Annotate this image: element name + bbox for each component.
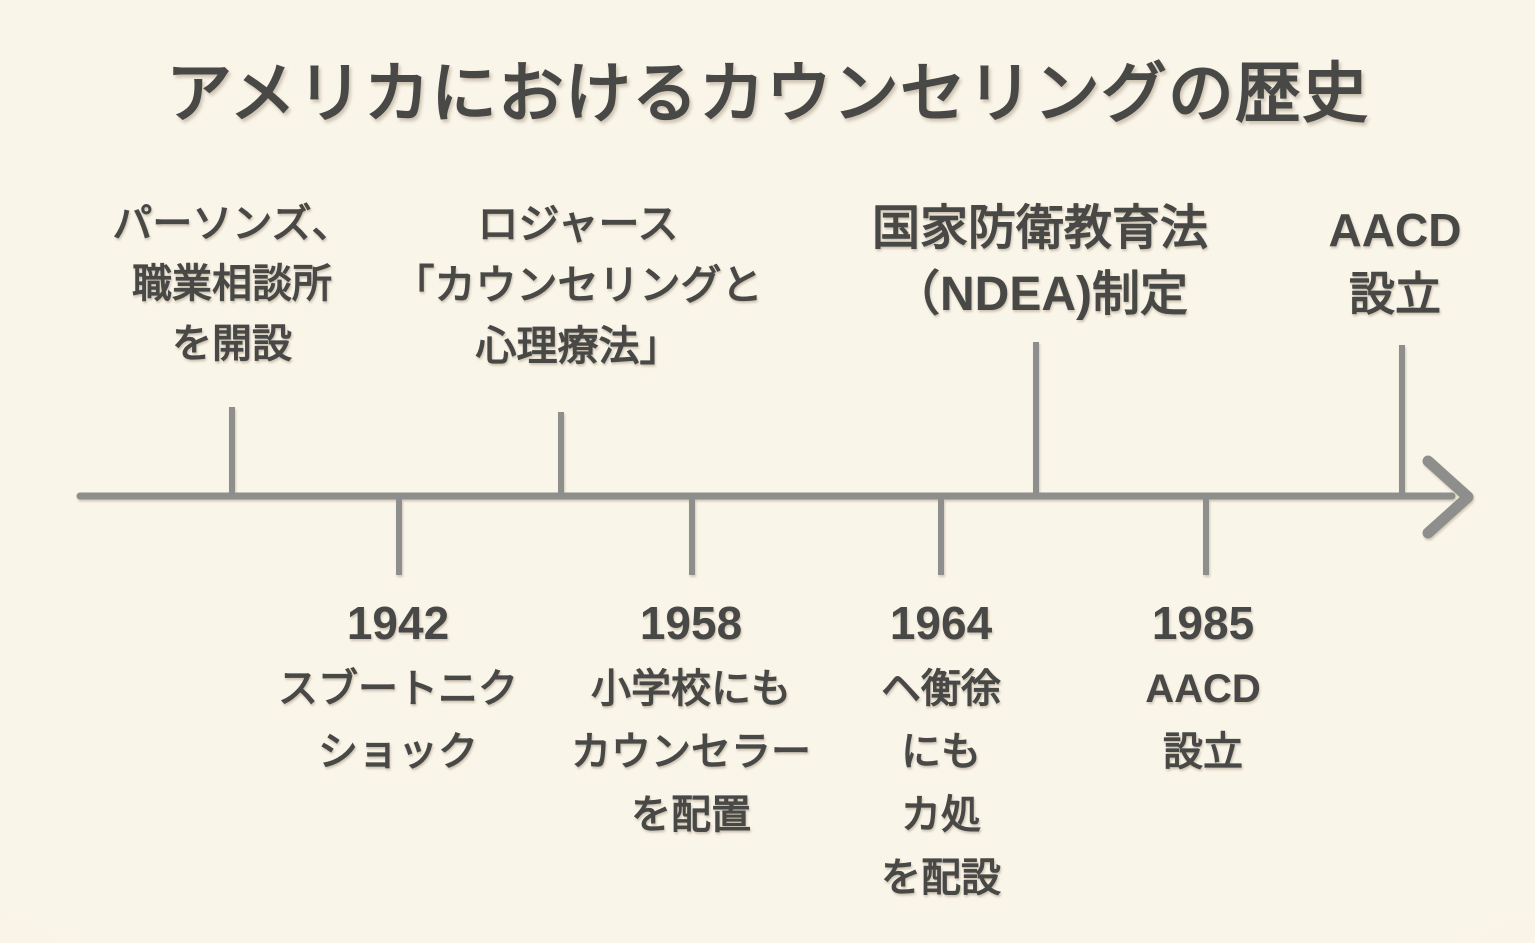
bottom-event-garbled-schools-event: 1964 ヘ衡徐にもカ処を配設	[741, 588, 1141, 910]
event-line: にも	[901, 730, 981, 774]
event-line: 設立	[1163, 730, 1243, 774]
bottom-event-aacd-established-bottom: 1985 AACD 設立	[1003, 588, 1403, 784]
top-event-rogers-counseling-book: ロジャース「カウンセリングと 心理療法」	[328, 194, 828, 377]
bottom-event-sputnik-shock: 1942 スブートニク ショック	[198, 588, 598, 784]
arrowhead-icon	[1422, 455, 1474, 539]
event-line: 職業相談所	[132, 262, 332, 306]
event-line: を配置	[631, 793, 751, 837]
year-label: 1985	[1151, 597, 1255, 649]
event-line: ヘ衡徐	[881, 667, 1001, 711]
event-line: カウンセラー	[571, 730, 811, 774]
event-line: を開設	[172, 322, 292, 366]
event-line: AACD	[1145, 667, 1261, 711]
top-event-parsons-vocational-bureau: パーソンズ、 職業相談所を開設	[0, 194, 482, 374]
event-line: 国家防衛教育法	[871, 202, 1208, 255]
top-event-ndea-enacted: 国家防衛教育法 （NDEA)制定	[790, 196, 1290, 328]
event-line: 心理療法」	[475, 323, 681, 369]
event-line: カ処	[901, 793, 981, 837]
event-line: AACD	[1328, 204, 1462, 256]
event-line: を配設	[881, 856, 1001, 900]
event-line: ショック	[318, 730, 478, 774]
year-label: 1942	[346, 597, 450, 649]
event-line: 小学校にも	[591, 667, 791, 711]
top-event-aacd-established-top: AACD 設立	[1145, 198, 1535, 326]
event-line: スブートニク	[278, 667, 518, 711]
event-line: 「カウンセリングと	[393, 262, 763, 308]
year-label: 1958	[639, 597, 743, 649]
event-line: （NDEA)制定	[892, 268, 1188, 321]
event-line: パーソンズ、	[112, 202, 352, 246]
event-line: 設立	[1349, 268, 1441, 320]
page-title: アメリカにおけるカウンセリングの歴史	[166, 56, 1369, 130]
year-label: 1964	[889, 597, 993, 649]
event-line: ロジャース	[477, 201, 679, 247]
bottom-event-elementary-school-counselors: 1958 小学校にもカウンセラー を配置	[491, 588, 891, 847]
